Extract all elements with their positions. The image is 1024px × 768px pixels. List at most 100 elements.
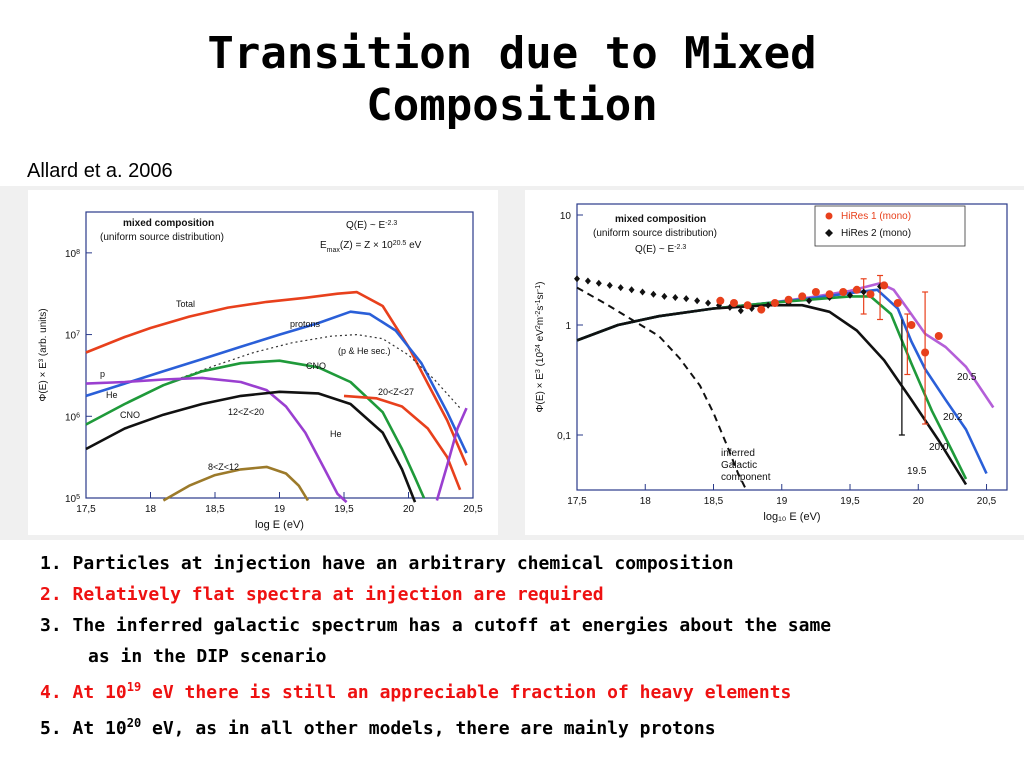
series-line-5 — [85, 390, 417, 503]
model-curve-4 — [576, 286, 748, 491]
hires2-point — [860, 288, 867, 296]
series-line-7 — [343, 394, 462, 491]
curve-label: 20.2 — [943, 412, 963, 423]
chart-right-background — [525, 190, 1024, 535]
series-line-8 — [435, 407, 468, 501]
hires2-point — [694, 297, 701, 305]
point-1-number: 1. — [40, 553, 62, 574]
hires1-point — [811, 288, 820, 296]
point-5-post: eV, as in all other models, there are ma… — [141, 718, 716, 739]
hires1-point — [934, 332, 943, 340]
hires2-point — [847, 291, 854, 299]
point-4: 4. At 1019 eV there is still an apprecia… — [40, 672, 1000, 708]
point-5-number: 5. — [40, 718, 62, 739]
chart-subtitle: (uniform source distribution) — [100, 232, 224, 243]
point-4-pre: At 10 — [72, 682, 127, 703]
series-line-2 — [176, 334, 461, 409]
hires1-point — [825, 290, 834, 299]
hires2-point — [574, 275, 580, 283]
chart-composition-total: 17,5 18 18,5 19 19,5 20 20,5 105 106 107 108 log E … — [28, 190, 498, 535]
x-tick-label: 18 — [640, 496, 652, 507]
point-3-text: The inferred galactic spectrum has a cut… — [72, 615, 832, 636]
hires2-point — [683, 295, 690, 303]
chart-composition-hires: 17,5 18 18,5 19 19,5 20 20,5 10 1 0,1 log₁₀ E (eV)… — [525, 190, 1024, 535]
point-4-post: eV there is still an appreciable fractio… — [141, 682, 792, 703]
hires2-point — [650, 290, 657, 298]
bullet-list: 1. Particles at injection have an arbitr… — [40, 548, 1000, 744]
point-1-text: Particles at injection have an arbitrary… — [72, 553, 734, 574]
x-tick-label: 19,5 — [334, 504, 354, 515]
chart-title: mixed composition — [123, 218, 214, 229]
point-4-exponent: 19 — [126, 680, 142, 694]
hires2-point — [737, 307, 744, 315]
x-tick-label: 20 — [913, 496, 925, 507]
x-axis-label: log E (eV) — [255, 519, 304, 531]
x-axis-label: log₁₀ E (eV) — [763, 511, 820, 523]
title-line-2: Composition — [366, 80, 658, 131]
model-curve-3 — [576, 303, 968, 486]
hires1-point — [784, 295, 793, 304]
curve-label: component — [721, 472, 771, 483]
y-tick-label: 0,1 — [557, 431, 571, 442]
hires1-point — [866, 290, 875, 299]
series-line-0 — [85, 290, 468, 466]
formula-q: Q(E) ~ E-2.3 — [635, 244, 686, 256]
hires1-point — [880, 281, 889, 290]
curve-label: 20.5 — [957, 372, 977, 383]
point-2: 2. Relatively flat spectra at injection … — [40, 579, 1000, 610]
hires1-point — [839, 288, 848, 296]
x-tick-label: 18,5 — [704, 496, 724, 507]
hires1-point — [921, 348, 930, 357]
hires2-point — [595, 279, 602, 287]
formula-q: Q(E) ~ E-2.3 — [346, 220, 397, 232]
hires1-point — [757, 305, 766, 314]
legend-marker-diamond — [825, 229, 833, 237]
x-tick-label: 19 — [274, 504, 286, 515]
hires2-point — [639, 288, 646, 296]
hires2-point — [765, 301, 772, 309]
point-5: 5. At 1020 eV, as in all other models, t… — [40, 708, 1000, 744]
hires2-point — [806, 297, 813, 305]
series-line-3 — [85, 359, 426, 499]
hires2-point — [705, 299, 712, 307]
curve-label: 19.5 — [907, 466, 927, 477]
hires1-point — [716, 296, 725, 305]
x-tick-label: 20,5 — [463, 504, 483, 515]
point-2-text: Relatively flat spectra at injection are… — [72, 584, 604, 605]
y-tick-label: 106 — [65, 412, 80, 424]
y-tick-label: 105 — [65, 494, 80, 506]
slide-title: Transition due to Mixed Composition — [0, 28, 1024, 132]
curve-label: 20.0 — [929, 442, 949, 453]
curve-label: CNO — [306, 361, 326, 371]
series-line-4 — [85, 376, 348, 504]
point-4-number: 4. — [40, 682, 62, 703]
legend-marker-circle — [825, 212, 833, 220]
y-tick-label: 1 — [565, 321, 571, 332]
hires2-point — [726, 303, 733, 311]
series-line-1 — [85, 310, 468, 454]
x-tick-label: 18 — [145, 504, 157, 515]
chart-subtitle: (uniform source distribution) — [593, 228, 717, 239]
point-3: 3. The inferred galactic spectrum has a … — [40, 610, 1000, 641]
hires1-point — [852, 285, 861, 294]
hires2-point — [584, 277, 591, 285]
curve-label: 12<Z<20 — [228, 407, 264, 417]
x-tick-label: 18,5 — [205, 504, 225, 515]
legend-label: HiRes 2 (mono) — [841, 228, 911, 239]
point-5-exponent: 20 — [126, 716, 142, 730]
x-tick-label: 19,5 — [840, 496, 860, 507]
y-axis-label: Φ(E) × E³ (arb. units) — [38, 308, 49, 401]
hires1-point — [907, 321, 916, 329]
curve-label: He — [106, 390, 118, 400]
x-tick-label: 17,5 — [567, 496, 587, 507]
hires1-point — [729, 299, 738, 307]
formula-emax: Emax(Z) = Z × 1020.5 eV — [320, 240, 422, 254]
point-3-number: 3. — [40, 615, 62, 636]
hires2-point — [606, 281, 613, 289]
chart-right-svg: 17,5 18 18,5 19 19,5 20 20,5 10 1 0,1 log₁₀ E (eV)… — [525, 190, 1024, 535]
legend-label: HiRes 1 (mono) — [841, 211, 911, 222]
y-tick-label: 108 — [65, 248, 80, 260]
curve-label: Galactic — [721, 460, 757, 471]
y-tick-label: 107 — [65, 330, 80, 342]
curve-label: p — [100, 369, 105, 379]
